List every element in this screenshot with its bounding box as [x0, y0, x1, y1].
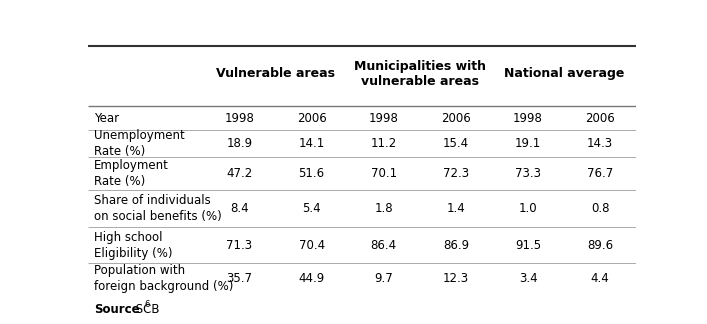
Text: Unemployment
Rate (%): Unemployment Rate (%) [94, 129, 185, 158]
Text: 1.4: 1.4 [447, 202, 465, 215]
Text: 11.2: 11.2 [370, 137, 397, 150]
Text: 2006: 2006 [441, 111, 471, 125]
Text: 15.4: 15.4 [443, 137, 469, 150]
Text: 1.8: 1.8 [375, 202, 393, 215]
Text: 1.0: 1.0 [519, 202, 537, 215]
Text: 18.9: 18.9 [226, 137, 252, 150]
Text: 91.5: 91.5 [515, 239, 541, 252]
Text: High school
Eligibility (%): High school Eligibility (%) [94, 231, 173, 260]
Text: 44.9: 44.9 [298, 272, 325, 285]
Text: 71.3: 71.3 [226, 239, 252, 252]
Text: 14.1: 14.1 [298, 137, 325, 150]
Text: 89.6: 89.6 [588, 239, 613, 252]
Text: : SCB: : SCB [129, 303, 160, 316]
Text: National average: National average [504, 67, 624, 80]
Text: 14.3: 14.3 [588, 137, 613, 150]
Text: 1998: 1998 [513, 111, 543, 125]
Text: 19.1: 19.1 [515, 137, 542, 150]
Text: 35.7: 35.7 [226, 272, 252, 285]
Text: Vulnerable areas: Vulnerable areas [216, 67, 335, 80]
Text: 3.4: 3.4 [519, 272, 537, 285]
Text: Municipalities with
vulnerable areas: Municipalities with vulnerable areas [354, 60, 486, 88]
Text: 73.3: 73.3 [515, 167, 541, 180]
Text: 6: 6 [144, 300, 150, 309]
Text: Population with
foreign background (%): Population with foreign background (%) [94, 264, 233, 293]
Text: 76.7: 76.7 [587, 167, 614, 180]
Text: 2006: 2006 [585, 111, 615, 125]
Text: 72.3: 72.3 [443, 167, 469, 180]
Text: Share of individuals
on social benefits (%): Share of individuals on social benefits … [94, 194, 221, 223]
Text: Year: Year [94, 111, 119, 125]
Text: 0.8: 0.8 [591, 202, 609, 215]
Text: 86.9: 86.9 [443, 239, 469, 252]
Text: 86.4: 86.4 [370, 239, 397, 252]
Text: 1998: 1998 [369, 111, 399, 125]
Text: Employment
Rate (%): Employment Rate (%) [94, 159, 169, 188]
Text: 5.4: 5.4 [303, 202, 321, 215]
Text: 9.7: 9.7 [375, 272, 393, 285]
Text: 51.6: 51.6 [298, 167, 325, 180]
Text: Source: Source [94, 303, 139, 316]
Text: 70.1: 70.1 [370, 167, 397, 180]
Text: 1998: 1998 [225, 111, 255, 125]
Text: 47.2: 47.2 [226, 167, 252, 180]
Text: 70.4: 70.4 [298, 239, 325, 252]
Text: 2006: 2006 [297, 111, 327, 125]
Text: 12.3: 12.3 [443, 272, 469, 285]
Text: 4.4: 4.4 [591, 272, 609, 285]
Text: 8.4: 8.4 [230, 202, 249, 215]
